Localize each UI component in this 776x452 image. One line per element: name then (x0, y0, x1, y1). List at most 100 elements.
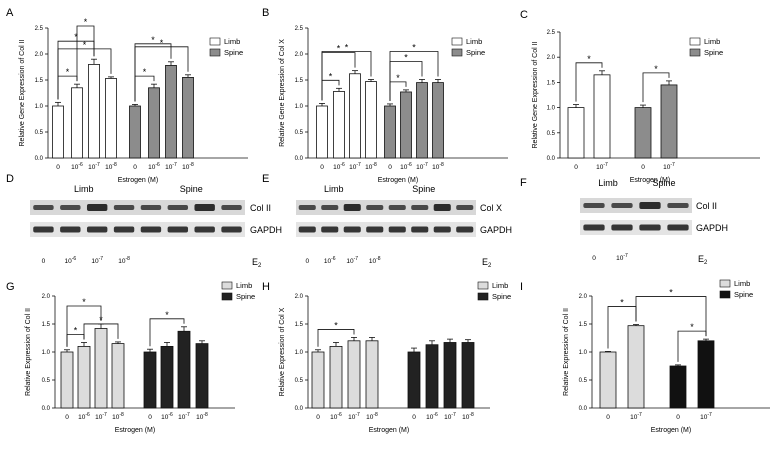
y-tick-label: 1.5 (579, 322, 588, 328)
blot-band (33, 226, 54, 233)
blot-band (433, 204, 451, 211)
significance-star: * (396, 73, 400, 83)
bar-spine-0 (407, 351, 421, 409)
y-axis-label: Relative Gene Expression of Col X (279, 39, 286, 147)
significance-star: * (83, 40, 87, 50)
legend-label-limb: Limb (734, 279, 750, 288)
bar-spine-10-8 (432, 82, 444, 159)
bar-spine-10-6 (160, 345, 174, 409)
panel-letter-F: F (520, 177, 527, 189)
blot-band (611, 224, 633, 231)
y-tick-label: 1.0 (295, 350, 304, 356)
blot-band (456, 226, 474, 233)
blot-lane-label: 0 (42, 258, 46, 265)
bar-spine-10-6 (148, 87, 160, 159)
significance-bracket (134, 46, 189, 102)
y-axis-label: Relative Expression of Col II (563, 308, 570, 396)
significance-bracket (575, 62, 603, 102)
legend-swatch-limb (451, 37, 463, 46)
legend-label-spine: Spine (224, 48, 243, 57)
x-tick-label: 0 (56, 164, 60, 171)
significance-star: * (151, 35, 155, 45)
bar-limb-0 (60, 351, 74, 409)
blot-treatment-label: E2 (482, 257, 492, 269)
x-tick-label: 0 (676, 414, 680, 421)
legend-swatch-spine (689, 48, 701, 57)
x-tick-label: 10-8 (432, 162, 444, 171)
significance-star: * (99, 315, 103, 325)
blot-band (113, 226, 135, 233)
significance-star: * (66, 67, 70, 77)
blot-band (140, 205, 162, 210)
blot-lane-label: 0 (305, 258, 309, 265)
bar-spine-0 (634, 107, 652, 159)
y-tick-label: 2.0 (42, 294, 51, 300)
x-tick-label: 0 (316, 414, 320, 421)
blot-lane-label: 10-7 (346, 256, 358, 265)
legend-swatch-limb (209, 37, 221, 46)
significance-bracket (76, 25, 95, 82)
legend-swatch-spine (719, 290, 731, 299)
x-tick-label: 10-7 (178, 412, 190, 421)
blot-group-label: Limb (74, 184, 94, 194)
x-tick-label: 10-6 (333, 162, 345, 171)
blot-band-label: GAPDH (696, 223, 728, 233)
blot-group-label: Limb (324, 184, 344, 194)
y-tick-label: 0.5 (295, 378, 304, 384)
legend-swatch-spine (451, 48, 463, 57)
blot-band (194, 226, 215, 233)
y-tick-label: 1.5 (35, 78, 44, 84)
y-tick-label: 0.0 (547, 156, 556, 162)
blot-band (298, 226, 316, 233)
chart-G: 0.0 0.5 1.0 1.5 2.0 Relative Expression of Co… (25, 281, 255, 434)
blot-group-label: Spine (652, 178, 675, 188)
x-tick-label: 10-6 (330, 412, 342, 421)
western-blot-F: Limb Spine Col II GAPDH 0 10-7 E2 (580, 178, 728, 266)
legend-label-spine: Spine (734, 290, 753, 299)
x-tick-label: 10-8 (366, 412, 378, 421)
x-tick-label: 10-8 (365, 162, 377, 171)
x-tick-label: 10-7 (88, 162, 100, 171)
blot-band (366, 205, 384, 210)
x-tick-label: 10-7 (596, 162, 608, 171)
significance-bracket (66, 305, 102, 347)
legend-swatch-spine (221, 292, 233, 301)
x-tick-label: 10-7 (165, 162, 177, 171)
x-axis-label: Estrogen (M) (118, 177, 158, 184)
bar-spine-10-8 (195, 343, 209, 409)
blot-group-label: Spine (412, 184, 435, 194)
blot-band-label: GAPDH (480, 225, 512, 235)
x-tick-label: 10-6 (426, 412, 438, 421)
y-tick-label: 1.5 (42, 322, 51, 328)
blot-band (456, 205, 474, 210)
significance-bracket (635, 296, 707, 337)
panel-letter-D: D (6, 173, 14, 185)
chart-A: 0.0 0.5 1.0 1.5 2.0 2.5 Relative Gene Expressi… (19, 17, 248, 184)
chart-I: 0.0 0.5 1.0 1.5 2.0 Relative Expression of Co… (563, 279, 770, 434)
significance-star: * (690, 322, 694, 332)
blot-band (167, 205, 189, 210)
x-tick-label: 10-7 (663, 162, 675, 171)
bar-limb-10-8 (111, 343, 125, 409)
y-axis-label: Relative Gene Expression of Col II (532, 41, 539, 148)
blot-band (60, 205, 81, 210)
blot-band-label: Col X (480, 203, 502, 213)
blot-membrane (296, 200, 476, 215)
y-tick-label: 0.5 (295, 130, 304, 136)
bar-spine-0 (669, 365, 687, 409)
y-axis-label: Relative Expression of Col II (25, 308, 32, 396)
x-axis-label: Estrogen (M) (369, 427, 409, 434)
bar-limb-10-7 (627, 325, 645, 409)
bar-spine-10-7 (697, 340, 715, 409)
blot-band-label: GAPDH (250, 225, 282, 235)
significance-star: * (620, 298, 624, 308)
blot-lane-label: 10-6 (64, 256, 76, 265)
y-tick-label: 1.5 (547, 80, 556, 86)
blot-band (321, 226, 339, 233)
legend-label-spine: Spine (466, 48, 485, 57)
x-tick-label: 10-8 (182, 162, 194, 171)
x-tick-label: 10-6 (71, 162, 83, 171)
blot-band (298, 205, 316, 210)
blot-group-label: Limb (598, 178, 618, 188)
